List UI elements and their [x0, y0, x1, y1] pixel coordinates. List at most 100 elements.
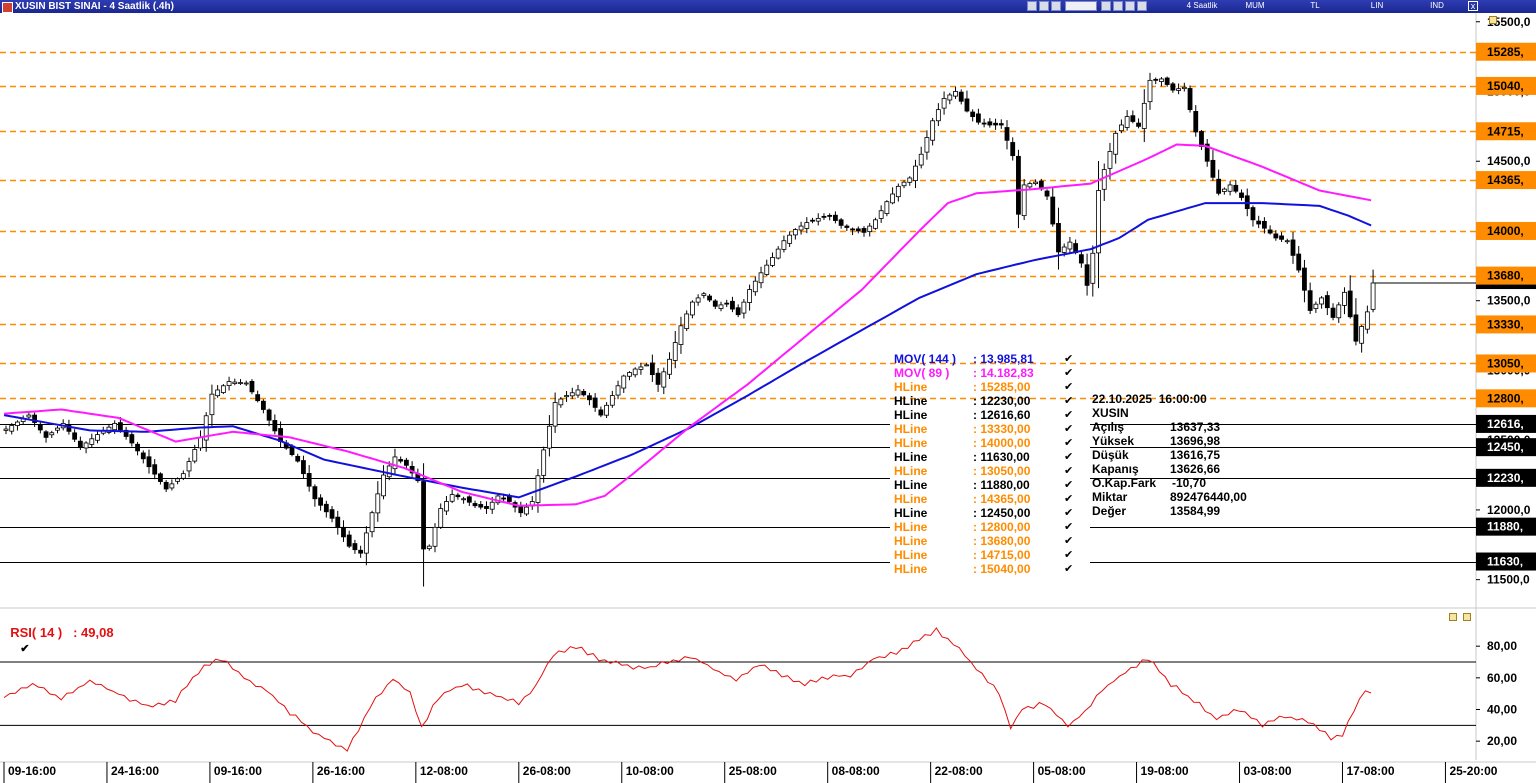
hline-check-icon[interactable]: ✔ — [1064, 563, 1074, 575]
candle — [947, 94, 953, 101]
hline-check-icon[interactable]: ✔ — [1064, 451, 1074, 463]
pointer-icon[interactable] — [1027, 1, 1037, 11]
info-label: Değer — [1092, 504, 1127, 518]
candle — [976, 113, 981, 123]
hline-legend-name: HLine — [894, 506, 928, 520]
time-tick-label: 26-16:00 — [317, 764, 365, 778]
hline-legend-value: : 14000,00 — [973, 436, 1031, 450]
time-tick-label: 25-08:00 — [729, 764, 777, 778]
hline-check-icon[interactable]: ✔ — [1064, 409, 1074, 421]
tab-mum[interactable]: MUM — [1245, 1, 1265, 10]
tab-ind[interactable]: IND — [1430, 1, 1444, 10]
tab-tl[interactable]: TL — [1310, 1, 1320, 10]
hline-legend-value: : 15285,00 — [973, 380, 1031, 394]
candle — [1141, 102, 1147, 129]
candle — [238, 382, 243, 384]
candle — [129, 434, 135, 444]
rsi-options-icon[interactable] — [1449, 613, 1457, 621]
hline-legend-name: HLine — [894, 436, 928, 450]
candle — [1336, 304, 1342, 319]
hline-legend-name: HLine — [894, 464, 928, 478]
candle — [1307, 290, 1313, 311]
rsi-check-icon[interactable]: ✔ — [20, 643, 30, 655]
candle — [1221, 188, 1227, 192]
candle — [644, 364, 650, 367]
app-icon[interactable] — [2, 2, 13, 13]
hline-label-box — [1476, 438, 1536, 457]
zoom-icon[interactable] — [1039, 1, 1049, 11]
hline-legend-name: HLine — [894, 478, 928, 492]
candle — [518, 506, 524, 514]
candle — [209, 393, 215, 416]
hline-label-box — [1476, 122, 1536, 141]
candle — [392, 456, 398, 470]
hline-label: 15040, — [1487, 79, 1524, 93]
candle — [215, 389, 221, 397]
mov144-check-icon[interactable]: ✔ — [1064, 353, 1074, 365]
hline-check-icon[interactable]: ✔ — [1064, 395, 1074, 407]
candle — [37, 424, 43, 431]
mov89-name: MOV( 89 ) — [894, 366, 950, 380]
draw-line-icon[interactable] — [1125, 1, 1135, 11]
indicator-icon[interactable] — [1101, 1, 1111, 11]
print-icon[interactable] — [1113, 1, 1123, 11]
candle — [1256, 220, 1262, 225]
candle — [135, 443, 140, 452]
candle — [381, 474, 386, 497]
candle — [158, 473, 163, 482]
candle — [850, 228, 855, 231]
rsi-close-icon[interactable] — [1463, 613, 1471, 621]
candle — [1130, 115, 1136, 122]
candle — [1181, 86, 1187, 90]
hline-check-icon[interactable]: ✔ — [1064, 493, 1074, 505]
close-icon[interactable]: x — [1468, 1, 1478, 11]
hline-label: 12450, — [1487, 440, 1524, 454]
candle — [461, 498, 467, 501]
candle — [1090, 252, 1096, 284]
candle — [844, 225, 850, 228]
candle — [861, 228, 867, 233]
hline-check-icon[interactable]: ✔ — [1064, 549, 1074, 561]
candle — [627, 372, 632, 377]
hline-label: 12230, — [1487, 471, 1524, 485]
candle — [220, 385, 226, 393]
hline-label-box — [1476, 389, 1536, 408]
mov89-check-icon[interactable]: ✔ — [1064, 367, 1074, 379]
rsi-label-text: RSI( 14 ) : 49,08 — [10, 625, 114, 640]
symbol-field[interactable] — [1065, 1, 1097, 11]
hline-check-icon[interactable]: ✔ — [1064, 381, 1074, 393]
panel-options-icon[interactable] — [1489, 16, 1497, 24]
candle — [1056, 223, 1061, 253]
draw-icon[interactable] — [1051, 1, 1061, 11]
hline-check-icon[interactable]: ✔ — [1064, 535, 1074, 547]
candle — [598, 409, 604, 416]
horizontal-lines-layer — [0, 51, 1476, 563]
candle — [1044, 190, 1050, 197]
candle — [55, 427, 60, 431]
candle — [964, 98, 970, 112]
hline-label: 14365, — [1487, 173, 1524, 187]
settings-icon[interactable] — [1137, 1, 1147, 11]
candle — [169, 483, 175, 489]
candle — [724, 302, 730, 305]
candle — [1210, 159, 1216, 178]
candle — [1016, 155, 1021, 215]
rsi-line — [3, 627, 1372, 752]
candle — [1061, 246, 1067, 253]
hline-check-icon[interactable]: ✔ — [1064, 437, 1074, 449]
period-selector[interactable]: 4 Saatlik — [1186, 1, 1218, 10]
time-tick-label: 19-08:00 — [1141, 764, 1189, 778]
rsi-legend: RSI( 14 ) : 49,08 ✔ — [3, 610, 114, 655]
hline-check-icon[interactable]: ✔ — [1064, 423, 1074, 435]
candle — [1124, 116, 1130, 128]
candle — [792, 229, 798, 236]
hline-check-icon[interactable]: ✔ — [1064, 521, 1074, 533]
hline-check-icon[interactable]: ✔ — [1064, 465, 1074, 477]
hline-check-icon[interactable]: ✔ — [1064, 479, 1074, 491]
candle — [106, 426, 112, 433]
candle — [712, 300, 718, 307]
hline-check-icon[interactable]: ✔ — [1064, 507, 1074, 519]
tab-lin[interactable]: LIN — [1370, 1, 1384, 10]
candle — [43, 431, 49, 438]
